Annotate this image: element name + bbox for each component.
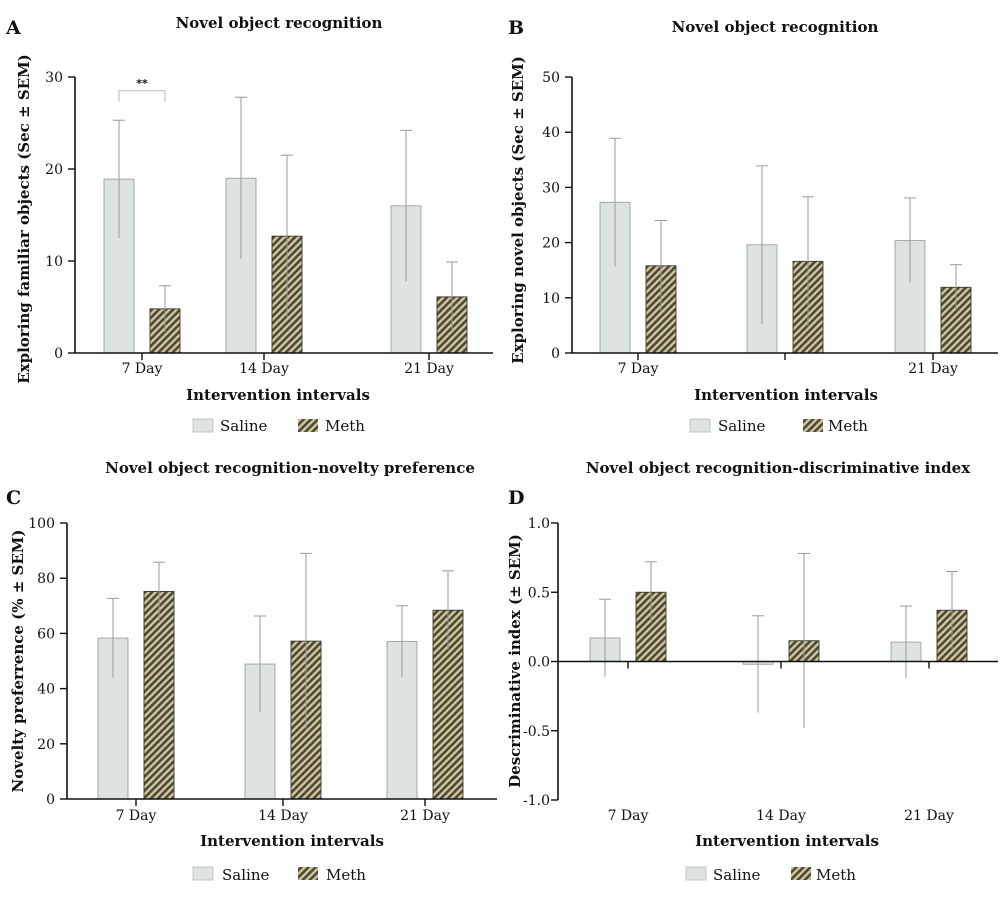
y-tick-label: 10 <box>542 291 560 307</box>
bar-meth-1 <box>143 590 175 800</box>
x-tick-label: 7 Day <box>608 808 649 824</box>
x-tick-label: 7 Day <box>116 808 157 824</box>
legend-label-meth: Meth <box>326 866 366 884</box>
legend-swatch-saline <box>689 418 711 433</box>
legend-swatch-meth <box>298 867 318 880</box>
panel-b-plot: 0 10 20 30 40 50 7 Day 21 Day <box>542 70 998 377</box>
legend-swatch-meth <box>803 419 823 432</box>
legend-label-saline: Saline <box>713 866 760 884</box>
y-tick-label: 60 <box>37 626 55 642</box>
legend-swatch-saline <box>192 866 214 881</box>
panel-b-xlabel: Intervention intervals <box>694 386 878 404</box>
y-tick-label: 0.0 <box>528 655 550 671</box>
legend-swatch-saline <box>192 418 214 433</box>
y-tick-label: 20 <box>542 236 560 252</box>
y-tick-label: 10 <box>45 254 63 270</box>
panel-d-ylabel: Descriminative index (± SEM) <box>506 534 524 788</box>
panel-b-title: Novel object recognition <box>672 18 879 36</box>
y-tick-label: 50 <box>542 70 560 86</box>
y-tick-label: 30 <box>45 70 63 86</box>
legend-label-meth: Meth <box>325 417 365 435</box>
legend-label-meth: Meth <box>828 417 868 435</box>
panel-b-legend: Saline Meth <box>689 417 868 435</box>
panel-label-a: A <box>5 17 21 39</box>
panel-a-ylabel: Exploring familiar objects (Sec ± SEM) <box>15 54 33 384</box>
panel-a-plot: 0 10 20 30 7 Day 14 Day 21 Day ** <box>45 70 493 377</box>
legend-label-saline: Saline <box>718 417 765 435</box>
panel-c-plot: 0 20 40 60 80 100 7 Day 14 Day 21 Day <box>28 516 497 824</box>
y-tick-label: 0 <box>46 792 55 808</box>
panel-d-xlabel: Intervention intervals <box>695 832 879 850</box>
panel-c-xlabel: Intervention intervals <box>200 832 384 850</box>
y-tick-label: 20 <box>45 162 63 178</box>
y-tick-label: 0 <box>54 346 63 362</box>
panel-label-b: B <box>508 17 524 39</box>
panel-label-d: D <box>508 487 524 509</box>
x-tick-label: 21 Day <box>404 361 454 377</box>
x-tick-label: 7 Day <box>618 361 659 377</box>
x-tick-label: 14 Day <box>756 808 806 824</box>
legend-swatch-saline <box>685 866 707 881</box>
legend-swatch-meth <box>791 867 811 880</box>
panel-a-legend: Saline Meth <box>192 417 365 435</box>
y-tick-label: -0.5 <box>523 724 550 740</box>
legend-label-meth: Meth <box>816 866 856 884</box>
significance-bracket <box>118 90 166 102</box>
panel-c-ylabel: Novelty preferrence (% ± SEM) <box>9 530 27 793</box>
y-tick-label: 100 <box>28 516 55 532</box>
panel-b-ylabel: Exploring novel objects (Sec ± SEM) <box>509 56 527 364</box>
x-tick-label: 14 Day <box>239 361 289 377</box>
x-tick-label: 14 Day <box>258 808 308 824</box>
significance-label: ** <box>136 77 148 90</box>
legend-label-saline: Saline <box>220 417 267 435</box>
y-tick-label: 0 <box>551 346 560 362</box>
x-tick-label: 7 Day <box>122 361 163 377</box>
y-tick-label: 40 <box>542 125 560 141</box>
y-tick-label: 80 <box>37 571 55 587</box>
legend-swatch-meth <box>298 419 318 432</box>
panel-c-legend: Saline Meth <box>192 866 366 884</box>
panel-a-title: Novel object recognition <box>176 14 383 32</box>
x-tick-label: 21 Day <box>904 808 954 824</box>
panel-a-xlabel: Intervention intervals <box>186 386 370 404</box>
panel-label-c: C <box>6 487 21 509</box>
x-tick-label: 21 Day <box>400 808 450 824</box>
panel-d-title: Novel object recognition-discriminative … <box>586 459 971 477</box>
panel-d-plot: -1.0 -0.5 0.0 0.5 1.0 7 Day 14 Day 21 Day <box>523 516 998 824</box>
y-tick-label: -1.0 <box>523 793 550 809</box>
panel-d-legend: Saline Meth <box>685 866 856 884</box>
y-tick-label: 1.0 <box>528 516 550 532</box>
y-tick-label: 0.5 <box>528 585 550 601</box>
y-tick-label: 40 <box>37 682 55 698</box>
legend-label-saline: Saline <box>222 866 269 884</box>
y-tick-label: 20 <box>37 737 55 753</box>
y-tick-label: 30 <box>542 180 560 196</box>
panel-c-title: Novel object recognition-novelty prefere… <box>105 459 475 477</box>
x-tick-label: 21 Day <box>908 361 958 377</box>
